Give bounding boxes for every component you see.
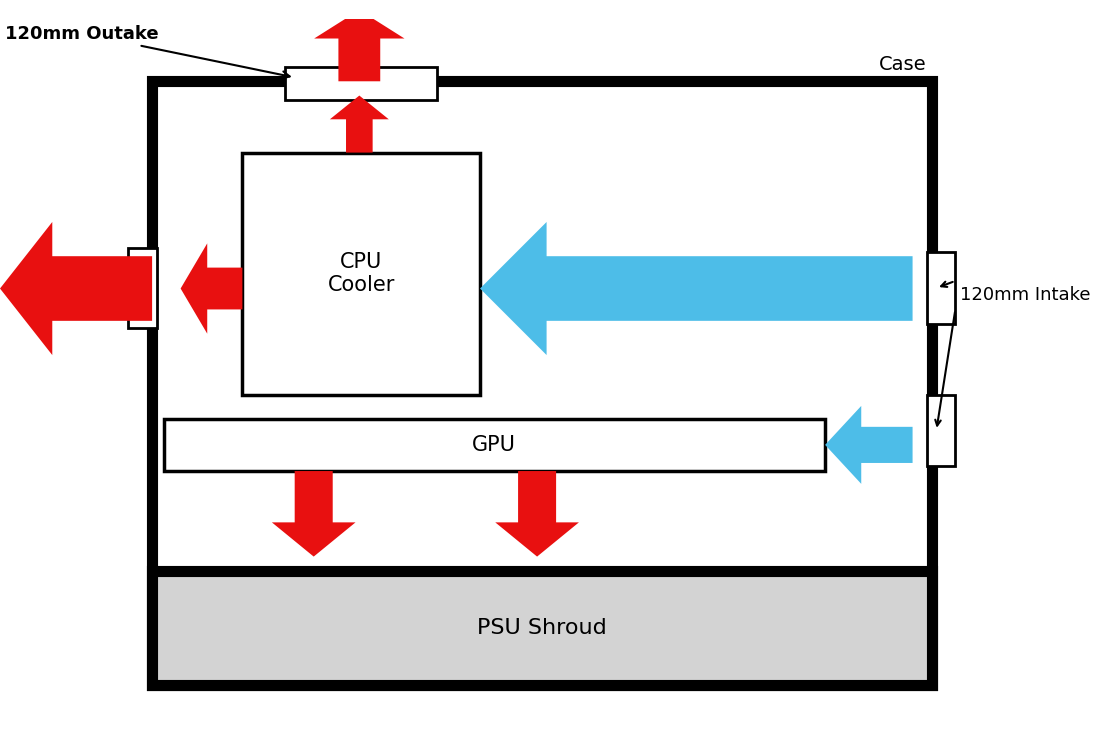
FancyArrow shape	[330, 95, 389, 152]
Text: 120mm Intake: 120mm Intake	[960, 286, 1091, 304]
Bar	[927, 252, 956, 324]
Bar	[242, 152, 480, 395]
Text: GPU: GPU	[472, 435, 516, 455]
Bar	[152, 571, 932, 685]
Text: Case: Case	[880, 55, 927, 74]
Text: CPU
Cooler: CPU Cooler	[327, 252, 394, 295]
FancyArrow shape	[495, 471, 579, 556]
FancyArrow shape	[825, 406, 913, 484]
FancyArrow shape	[0, 222, 152, 355]
Bar	[285, 67, 438, 101]
Bar	[152, 81, 932, 685]
FancyArrow shape	[180, 243, 242, 333]
FancyArrow shape	[272, 471, 356, 556]
Bar	[128, 248, 157, 328]
Text: 120mm Outake: 120mm Outake	[4, 25, 290, 79]
Text: PSU Shroud: PSU Shroud	[477, 618, 607, 638]
FancyArrow shape	[480, 222, 913, 355]
Bar	[927, 395, 956, 466]
FancyArrow shape	[314, 10, 404, 81]
Bar	[164, 419, 825, 471]
